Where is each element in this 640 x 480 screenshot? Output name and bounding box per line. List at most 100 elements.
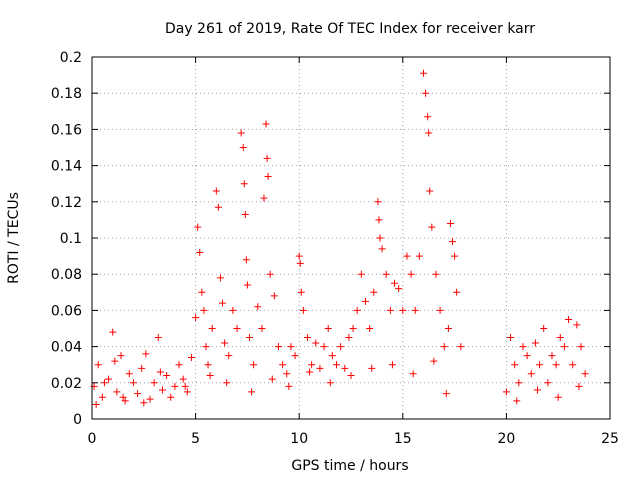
data-point [134, 390, 142, 398]
y-tick-label: 0.06 [51, 303, 82, 319]
data-point [415, 252, 423, 260]
data-point [109, 328, 117, 336]
data-point [388, 361, 396, 369]
data-point [446, 220, 454, 228]
data-point [146, 395, 154, 403]
y-tick-label: 0.1 [60, 231, 82, 247]
data-point [296, 259, 304, 267]
data-point [98, 393, 106, 401]
data-point [386, 306, 394, 314]
x-tick-label: 10 [290, 431, 308, 447]
grid-lines [92, 57, 610, 419]
data-point [531, 339, 539, 347]
data-point [92, 401, 100, 409]
data-point [219, 299, 227, 307]
data-markers [90, 69, 589, 409]
data-point [382, 270, 390, 278]
data-point [426, 187, 434, 195]
x-tick-label: 5 [191, 431, 200, 447]
data-point [565, 315, 573, 323]
data-point [264, 172, 272, 180]
data-point [119, 393, 127, 401]
data-point [167, 393, 175, 401]
data-point [420, 69, 428, 77]
data-point [297, 288, 305, 296]
data-point [202, 343, 210, 351]
data-point [206, 372, 214, 380]
data-point [138, 364, 146, 372]
data-point [552, 361, 560, 369]
data-point [179, 375, 187, 383]
data-point [263, 154, 271, 162]
data-point [395, 285, 403, 293]
data-point [221, 339, 229, 347]
data-point [424, 113, 432, 121]
data-point [312, 339, 320, 347]
data-point [432, 270, 440, 278]
y-tick-labels: 0 0.02 0.04 0.06 0.08 0.1 0.12 0.14 0.16 0.18 0.2 [51, 50, 82, 428]
data-point [308, 361, 316, 369]
data-point [268, 375, 276, 383]
data-point [337, 343, 345, 351]
data-point [239, 144, 247, 151]
data-point [241, 210, 249, 218]
y-tick-label: 0.04 [51, 340, 82, 356]
data-point [527, 370, 535, 378]
x-axis-label: GPS time / hours [291, 458, 408, 474]
data-point [442, 390, 450, 398]
x-tick-label: 0 [88, 431, 97, 447]
data-point [154, 334, 162, 342]
y-tick-label: 0.16 [51, 122, 82, 138]
data-point [94, 361, 102, 369]
x-tick-label: 20 [497, 431, 515, 447]
data-point [196, 248, 204, 256]
data-point [223, 379, 231, 387]
data-point [287, 343, 295, 351]
data-point [409, 370, 417, 378]
data-point [357, 270, 365, 278]
x-tick-label: 15 [394, 431, 412, 447]
data-point [156, 368, 164, 376]
data-point [111, 357, 119, 365]
data-point [523, 352, 531, 360]
data-point [407, 270, 415, 278]
data-point [554, 393, 562, 401]
data-point [150, 379, 158, 387]
y-axis-label: ROTI / TECUs [6, 192, 22, 284]
data-point [548, 352, 556, 360]
data-point [242, 256, 250, 264]
data-point [113, 388, 121, 396]
data-point [374, 198, 382, 206]
data-point [544, 379, 552, 387]
data-point [270, 292, 278, 300]
data-point [237, 129, 245, 137]
data-point [368, 364, 376, 372]
data-point [125, 370, 133, 378]
data-point [328, 352, 336, 360]
data-point [117, 352, 125, 360]
data-point [225, 352, 233, 360]
data-point [245, 334, 253, 342]
data-point [194, 223, 202, 231]
data-point [303, 334, 311, 342]
data-point [370, 288, 378, 296]
data-point [140, 399, 148, 407]
data-point [175, 361, 183, 369]
data-point [436, 306, 444, 314]
data-point [260, 194, 268, 202]
data-point [200, 306, 208, 314]
data-point [324, 325, 332, 332]
data-point [262, 120, 270, 128]
data-point [444, 325, 452, 332]
data-point [511, 361, 519, 369]
data-point [378, 245, 386, 253]
data-point [212, 187, 220, 195]
data-point [430, 357, 438, 365]
data-point [556, 334, 564, 342]
data-point [399, 306, 407, 314]
data-point [502, 388, 510, 396]
data-point [451, 252, 459, 260]
data-point [425, 129, 433, 137]
data-point [216, 274, 224, 282]
